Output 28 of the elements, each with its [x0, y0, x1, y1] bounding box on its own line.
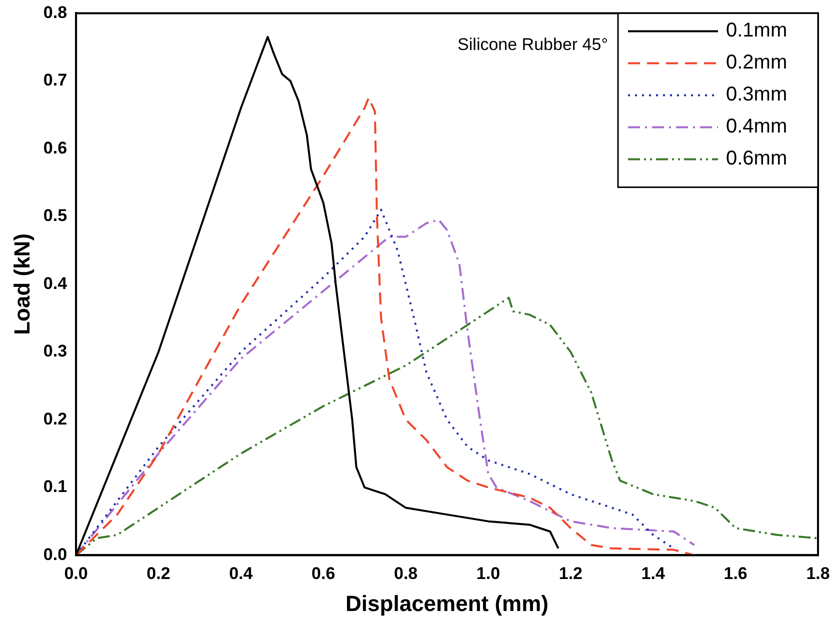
x-tick-label: 0.6 — [312, 564, 336, 584]
legend-label: 0.1mm — [726, 20, 788, 42]
y-axis-title: Load (kN) — [9, 233, 34, 335]
y-tick-label: 0.7 — [43, 70, 68, 90]
x-tick-label: 1.6 — [724, 564, 748, 584]
y-tick-label: 0.2 — [43, 409, 68, 428]
y-tick-label: 0.3 — [43, 342, 68, 361]
x-axis-title: Displacement (mm) — [346, 590, 548, 616]
x-tick-label: 1.4 — [641, 564, 666, 584]
x-tick-label: 0.8 — [394, 564, 418, 584]
x-tick-label: 0.0 — [64, 564, 88, 584]
x-tick-label: 0.4 — [229, 564, 254, 584]
x-tick-label: 1.2 — [558, 564, 582, 584]
x-tick-label: 0.2 — [146, 564, 170, 584]
y-tick-label: 0.1 — [43, 477, 68, 496]
legend-label: 0.6mm — [726, 148, 788, 170]
y-tick-label: 0.4 — [43, 274, 68, 293]
y-tick-label: 0.6 — [43, 138, 68, 158]
legend-label: 0.3mm — [726, 84, 788, 106]
line-series — [76, 96, 696, 556]
y-tick-label: 0.0 — [43, 544, 68, 564]
x-tick-label: 1.8 — [806, 564, 830, 584]
legend-label: 0.2mm — [726, 52, 788, 74]
x-tick-label: 1.0 — [476, 564, 500, 584]
y-tick-label: 0.5 — [43, 206, 68, 226]
y-tick-label: 0.8 — [43, 2, 68, 22]
annotation: Silicone Rubber 45° — [458, 34, 608, 54]
legend-label: 0.4mm — [726, 116, 788, 138]
